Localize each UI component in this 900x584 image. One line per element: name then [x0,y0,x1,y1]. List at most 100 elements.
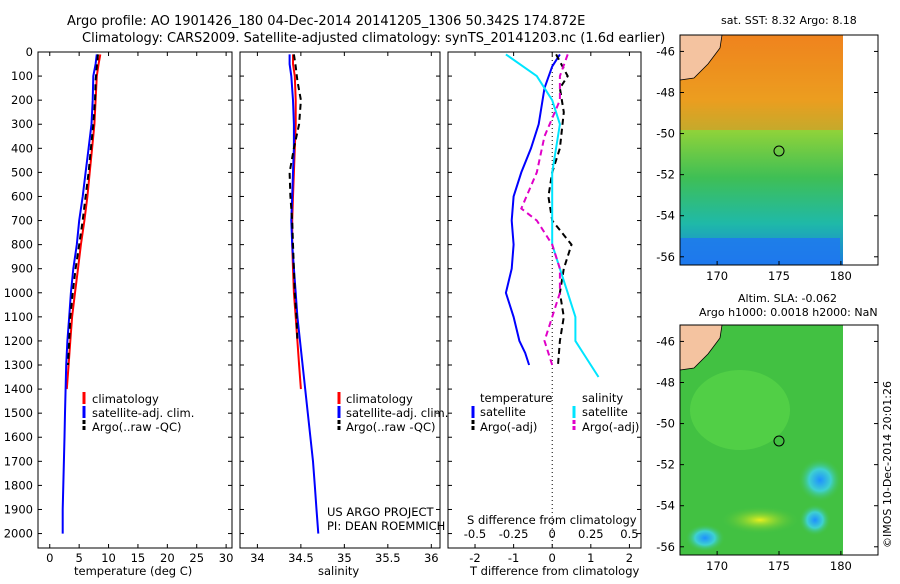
series-line-satellite [504,53,561,366]
lon-tick-label: 170 [706,269,728,283]
depth-tick-label: 1100 [4,310,33,324]
lat-tick-label: -52 [656,458,675,472]
lon-tick-label: 175 [768,559,790,573]
s-tick-label: 0.25 [578,527,604,541]
legend-label-argo: Argo(..raw -QC) [346,420,436,434]
legend-label-s-argo: Argo(-adj) [582,420,639,434]
x-tick-label: 0 [46,551,53,565]
x-tick-label: 0 [549,551,556,565]
argo-location-marker [773,145,785,157]
depth-tick-label: 600 [11,189,33,203]
depth-tick-label: 1600 [4,430,33,444]
s-tick-label: 0.5 [620,527,638,541]
depth-tick-label: 1500 [4,406,33,420]
x-tick-label: 30 [219,551,234,565]
legend-label-s-satellite: satellite [582,405,628,419]
lon-tick-label: 175 [768,269,790,283]
lat-tick-label: -48 [656,376,675,390]
lat-tick-label: -48 [656,86,675,100]
sla-map-title-line2: Argo h1000: 0.0018 h2000: NaN [699,306,878,319]
depth-tick-label: 2000 [4,527,33,541]
depth-tick-label: 800 [11,238,33,252]
legend-header-temperature: temperature [480,391,552,405]
lat-tick-label: -46 [656,44,675,58]
depth-tick-label: 1200 [4,334,33,348]
x-tick-label: -2 [469,551,480,565]
sst-map [679,34,879,266]
legend-label-t-argo: Argo(-adj) [480,420,537,434]
lon-tick-label: 170 [706,559,728,573]
depth-tick-label: 900 [11,262,33,276]
lon-tick-label: 180 [830,269,852,283]
legend-header-salinity: salinity [582,391,623,405]
sst-map-title: sat. SST: 8.32 Argo: 8.18 [721,14,857,27]
lat-tick-label: -54 [656,209,675,223]
sst-cold-band [680,238,840,265]
lat-tick-label: -46 [656,334,675,348]
x-tick-label: 5 [75,551,82,565]
temperature-panel-frame [37,51,233,549]
temperature-panel: 0 5 10 15 20 25 30 [46,52,233,565]
x-tick-label: -1 [508,551,519,565]
x-tick-label: 35 [337,551,352,565]
sla-anomaly [799,504,831,536]
series-line-satellite-adj-clim- [61,54,98,534]
salinity-legend: climatology satellite-adj. clim. Argo(..… [337,392,448,434]
x-tick-label: 20 [160,551,175,565]
depth-tick-label: 300 [11,117,33,131]
lat-tick-label: -54 [656,499,675,513]
sla-map [679,324,879,556]
x-tick-label: 1 [587,551,594,565]
x-tick-label: 34.5 [288,551,314,565]
lon-tick-label: 180 [830,559,852,573]
sla-anomaly [685,524,725,552]
sst-blank-region [843,35,878,265]
legend-label-t-satellite: satellite [480,405,526,419]
lat-tick-label: -56 [656,540,675,554]
difference-legend: temperature salinity satellite Argo(-adj… [471,391,639,434]
depth-tick-label: 500 [11,165,33,179]
salinity-panel-frame [239,51,441,549]
depth-tick-label: 1900 [4,502,33,516]
x-tick-label: 25 [189,551,204,565]
difference-xlabel-top: S difference from climatology [467,513,637,527]
sla-map-title-line1: Altim. SLA: -0.062 [738,292,837,305]
sla-anomaly [690,370,790,450]
s-tick-label: 0 [549,527,556,541]
lat-tick-label: -52 [656,168,675,182]
temperature-xlabel: temperature (deg C) [74,564,192,578]
depth-axis: 0 100 200 300 400 500 600 700 800 900 1000 1100 1200… [4,45,641,541]
depth-tick-label: 1700 [4,454,33,468]
legend-label-climatology: climatology [92,392,159,406]
depth-tick-label: 100 [11,69,33,83]
depth-tick-label: 1000 [4,286,33,300]
legend-label-climatology: climatology [346,392,413,406]
x-tick-label: 15 [131,551,146,565]
depth-tick-label: 1300 [4,358,33,372]
series-line-salinity-argo-adj- [520,54,569,366]
s-tick-label: -0.5 [464,527,486,541]
salinity-xlabel: salinity [318,564,359,578]
lat-tick-label: -50 [656,417,675,431]
sla-blank-region [843,325,878,555]
figure-title-line1: Argo profile: AO 1901426_180 04-Dec-2014… [67,14,585,29]
x-tick-label: 35.5 [375,551,401,565]
series-line-satellite-adj-clim- [288,54,320,534]
salinity-panel: 34 34.5 35 35.5 36 [250,52,439,565]
sla-map-axes: -46 -48 -50 -52 -54 -56 170 175 180 [656,334,878,573]
imos-credit: ©IMOS 10-Dec-2014 20:01:26 [881,381,894,548]
sla-anomaly [798,458,842,502]
project-annotation-line2: PI: DEAN ROEMMICH [327,519,445,533]
series-line-argo-adj- [547,53,573,366]
sla-anomaly [720,506,800,534]
sst-map-axes: -46 -48 -50 -52 -54 -56 170 175 180 [656,44,878,283]
legend-label-satellite-adj: satellite-adj. clim. [346,406,448,420]
legend-label-argo: Argo(..raw -QC) [92,420,182,434]
lat-tick-label: -56 [656,250,675,264]
difference-panel-frame [447,51,642,549]
x-tick-label: 36 [424,551,439,565]
depth-tick-label: 0 [26,45,33,59]
figure-title-line2: Climatology: CARS2009. Satellite-adjuste… [82,31,665,46]
depth-tick-label: 1800 [4,478,33,492]
